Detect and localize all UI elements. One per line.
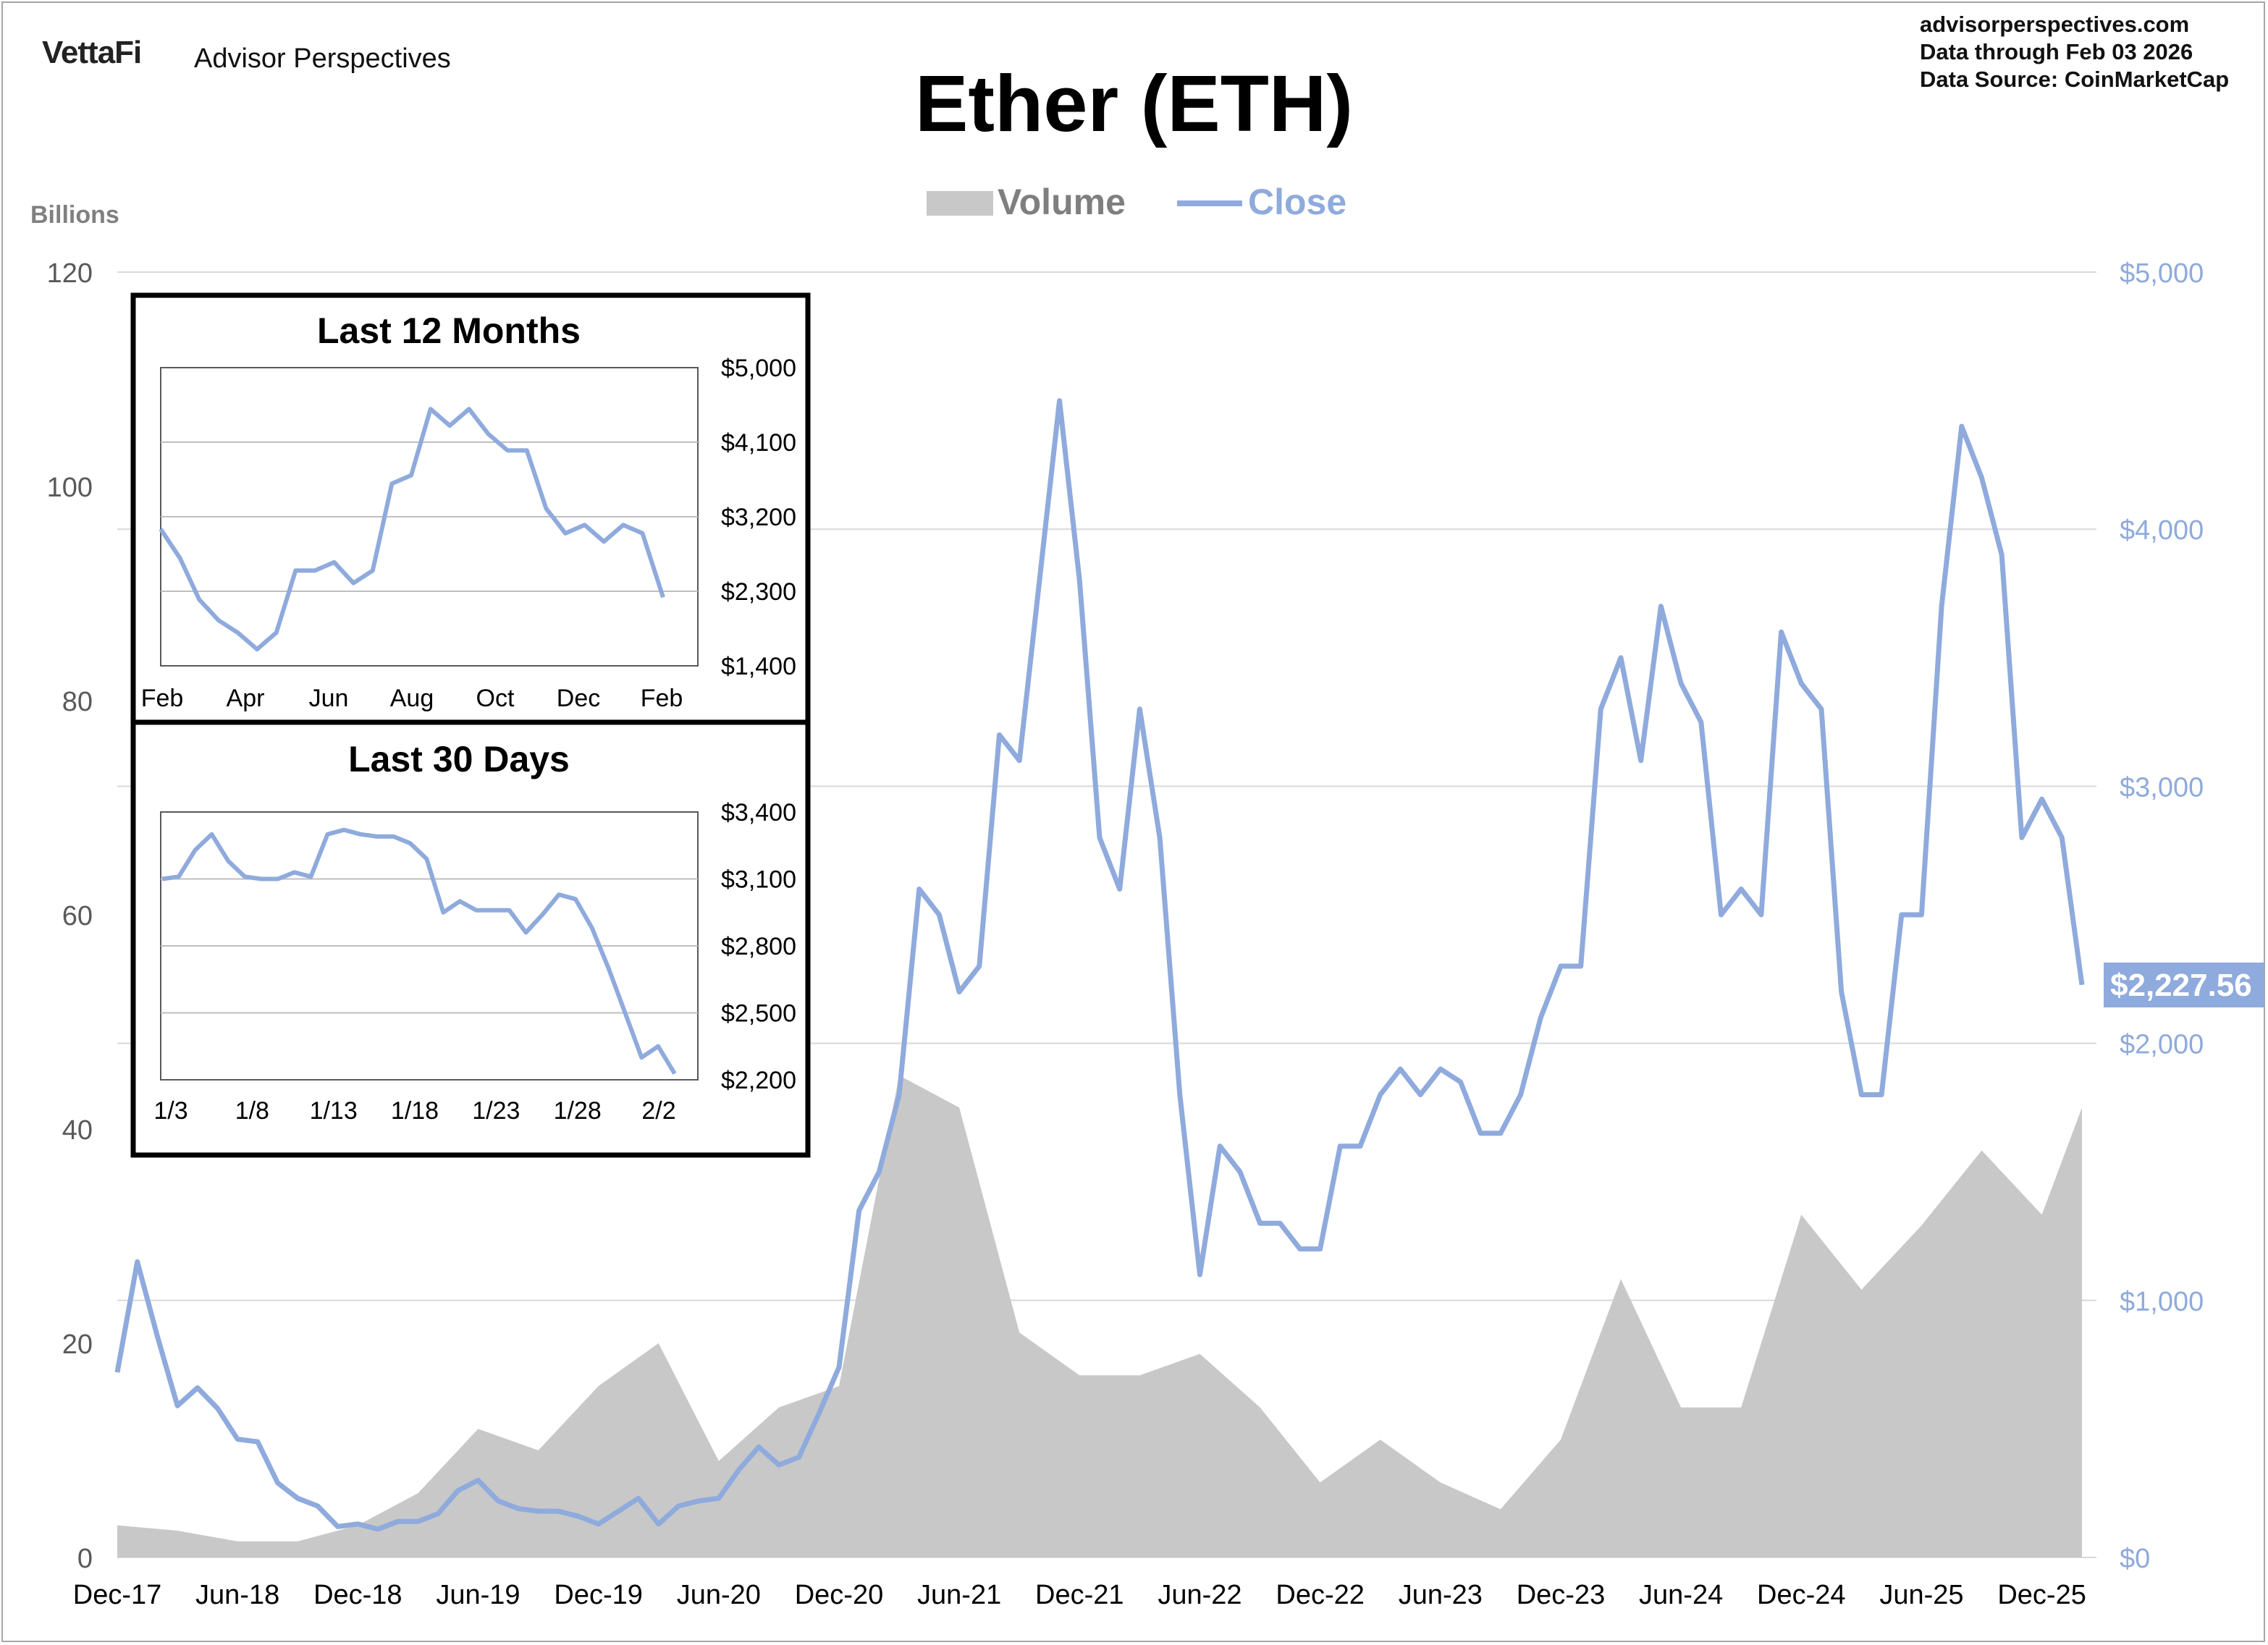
- inset-last-12-months: Last 12 Months $5,000$4,100$3,200$2,300$…: [130, 292, 811, 725]
- inset-30d-y-tick-label: $2,800: [721, 933, 796, 960]
- inset-12m-title: Last 12 Months: [317, 310, 581, 351]
- x-tick-label: Jun-21: [917, 1580, 1001, 1610]
- inset-30d-x-tick-label: 1/28: [554, 1097, 602, 1125]
- inset-12m-border: [130, 292, 811, 725]
- inset-12m-x-tick-label: Oct: [476, 685, 515, 712]
- inset-12m-x-tick-label: Dec: [557, 685, 600, 712]
- volume-area: [117, 1075, 2082, 1557]
- inset-30d-x-tick-label: 1/23: [472, 1097, 520, 1125]
- inset-30d-y-tick-label: $2,500: [721, 1000, 796, 1028]
- inset-30d-x-tick-label: 1/18: [391, 1097, 439, 1125]
- y-axis-right: $0 $1,000 $2,000 $3,000 $4,000 $5,000: [2120, 258, 2204, 1574]
- x-tick-label: Jun-22: [1158, 1580, 1242, 1610]
- y-left-tick-label: 100: [47, 473, 93, 503]
- inset-12m-y-tick-label: $1,400: [721, 653, 796, 680]
- data-through: Data through Feb 03 2026: [1920, 39, 2193, 64]
- y-left-tick-label: 60: [62, 901, 93, 931]
- y-left-tick-label: 20: [62, 1329, 93, 1360]
- y-right-tick-label: $5,000: [2120, 258, 2204, 289]
- inset-12m-x-tick-label: Feb: [141, 685, 184, 712]
- inset-30d-x-tick-label: 1/13: [310, 1097, 358, 1125]
- x-tick-label: Jun-20: [677, 1580, 761, 1610]
- x-tick-label: Dec-22: [1276, 1580, 1365, 1610]
- x-tick-label: Dec-18: [313, 1580, 402, 1610]
- inset-12m-y-tick-label: $4,100: [721, 429, 796, 457]
- inset-30d-y-tick-label: $3,100: [721, 866, 796, 894]
- y-right-tick-label: $4,000: [2120, 515, 2204, 546]
- last-close-badge: [2104, 963, 2264, 1007]
- inset-30d-x-tick-label: 1/3: [153, 1097, 187, 1125]
- y-right-tick-label: $3,000: [2120, 772, 2204, 803]
- y-left-tick-label: 40: [62, 1115, 93, 1146]
- x-tick-label: Jun-23: [1399, 1580, 1483, 1610]
- close-line: [114, 398, 2085, 1532]
- x-tick-label: Jun-18: [195, 1580, 279, 1610]
- y-right-tick-label: $1,000: [2120, 1287, 2204, 1317]
- inset-30d-title: Last 30 Days: [348, 739, 570, 779]
- inset-30d-x-tick-label: 1/8: [235, 1097, 269, 1125]
- inset-30d-x-axis: 1/3 1/8 1/13 1/18 1/23 1/28 2/2: [153, 1097, 675, 1125]
- inset-30d-y-tick-label: $2,200: [721, 1067, 796, 1094]
- legend: Volume Close: [927, 182, 1346, 222]
- y-left-tick-label: 0: [77, 1544, 93, 1574]
- y-right-tick-label: $2,000: [2120, 1030, 2204, 1060]
- inset-30d-y-axis: $3,400 $3,100 $2,800 $2,500 $2,200: [721, 799, 796, 1094]
- inset-12m-x-tick-label: Jun: [309, 685, 349, 712]
- inset-12m-y-tick-label: $2,300: [721, 578, 796, 606]
- x-tick-label: Jun-24: [1639, 1580, 1723, 1610]
- x-tick-label: Jun-25: [1879, 1580, 1963, 1610]
- inset-last-30-days: Last 30 Days $3,400 $3,100 $2,800 $2,500 $2,…: [130, 719, 811, 1158]
- y-axis-left-title: Billions: [30, 201, 119, 229]
- inset-30d-y-tick-label: $3,400: [721, 799, 796, 826]
- y-axis-left: 0 20 40 60 80 100 120: [47, 258, 93, 1574]
- legend-volume-label: Volume: [998, 182, 1126, 222]
- data-source: Data Source: CoinMarketCap: [1920, 67, 2230, 92]
- inset-12m-x-axis: Feb Apr Jun Aug Oct Dec Feb: [141, 685, 683, 712]
- x-tick-label: Dec-24: [1757, 1580, 1846, 1610]
- inset-12m-x-tick-label: Apr: [227, 685, 265, 712]
- inset-12m-y-axis: $5,000 $4,100 $3,200 $2,300 $1,400: [721, 355, 796, 680]
- x-axis: Dec-17 Jun-18 Dec-18 Jun-19 Dec-19 Jun-20 Dec-…: [73, 1580, 2086, 1610]
- x-tick-label: Dec-23: [1517, 1580, 1606, 1610]
- x-tick-label: Dec-25: [1997, 1580, 2086, 1610]
- brand-subtitle: Advisor Perspectives: [194, 43, 451, 74]
- inset-12m-y-tick-label: $5,000: [721, 355, 796, 382]
- inset-30d-close-line: [161, 827, 677, 1075]
- legend-volume-swatch: [927, 191, 993, 216]
- inset-30d-border: [130, 719, 811, 1158]
- legend-close-label: Close: [1248, 182, 1346, 222]
- x-tick-label: Dec-17: [73, 1580, 162, 1610]
- inset-12m-close-line: [159, 407, 665, 652]
- y-left-tick-label: 80: [62, 687, 93, 717]
- inset-12m-x-tick-label: Aug: [390, 685, 434, 712]
- chart-title: Ether (ETH): [915, 59, 1353, 148]
- inset-12m-y-tick-label: $3,200: [721, 504, 796, 531]
- x-tick-label: Dec-19: [554, 1580, 643, 1610]
- source-site: advisorperspectives.com: [1920, 12, 2190, 37]
- x-tick-label: Dec-21: [1035, 1580, 1124, 1610]
- inset-12m-x-tick-label: Feb: [641, 685, 683, 712]
- inset-30d-x-tick-label: 2/2: [641, 1097, 675, 1125]
- x-tick-label: Dec-20: [795, 1580, 884, 1610]
- y-left-tick-label: 120: [47, 258, 93, 289]
- inset-12m-grid: [161, 441, 698, 592]
- vettafi-logo: VettaFi: [42, 35, 142, 70]
- y-right-tick-label: $0: [2120, 1544, 2150, 1574]
- last-close-flag: $2,227.56: [2104, 963, 2264, 1007]
- last-close-value: $2,227.56: [2110, 968, 2252, 1003]
- x-tick-label: Jun-19: [436, 1580, 520, 1610]
